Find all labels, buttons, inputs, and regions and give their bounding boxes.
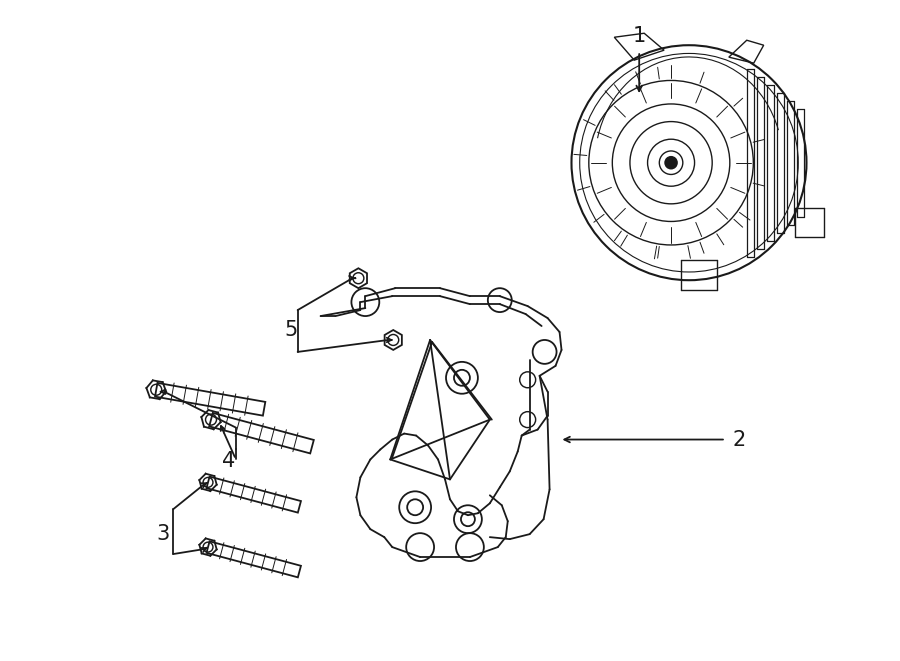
Text: 4: 4 bbox=[222, 451, 236, 471]
Circle shape bbox=[665, 157, 677, 169]
Text: 1: 1 bbox=[633, 26, 646, 46]
Text: 2: 2 bbox=[733, 430, 745, 449]
Text: 3: 3 bbox=[157, 524, 170, 544]
Text: 5: 5 bbox=[284, 320, 297, 340]
